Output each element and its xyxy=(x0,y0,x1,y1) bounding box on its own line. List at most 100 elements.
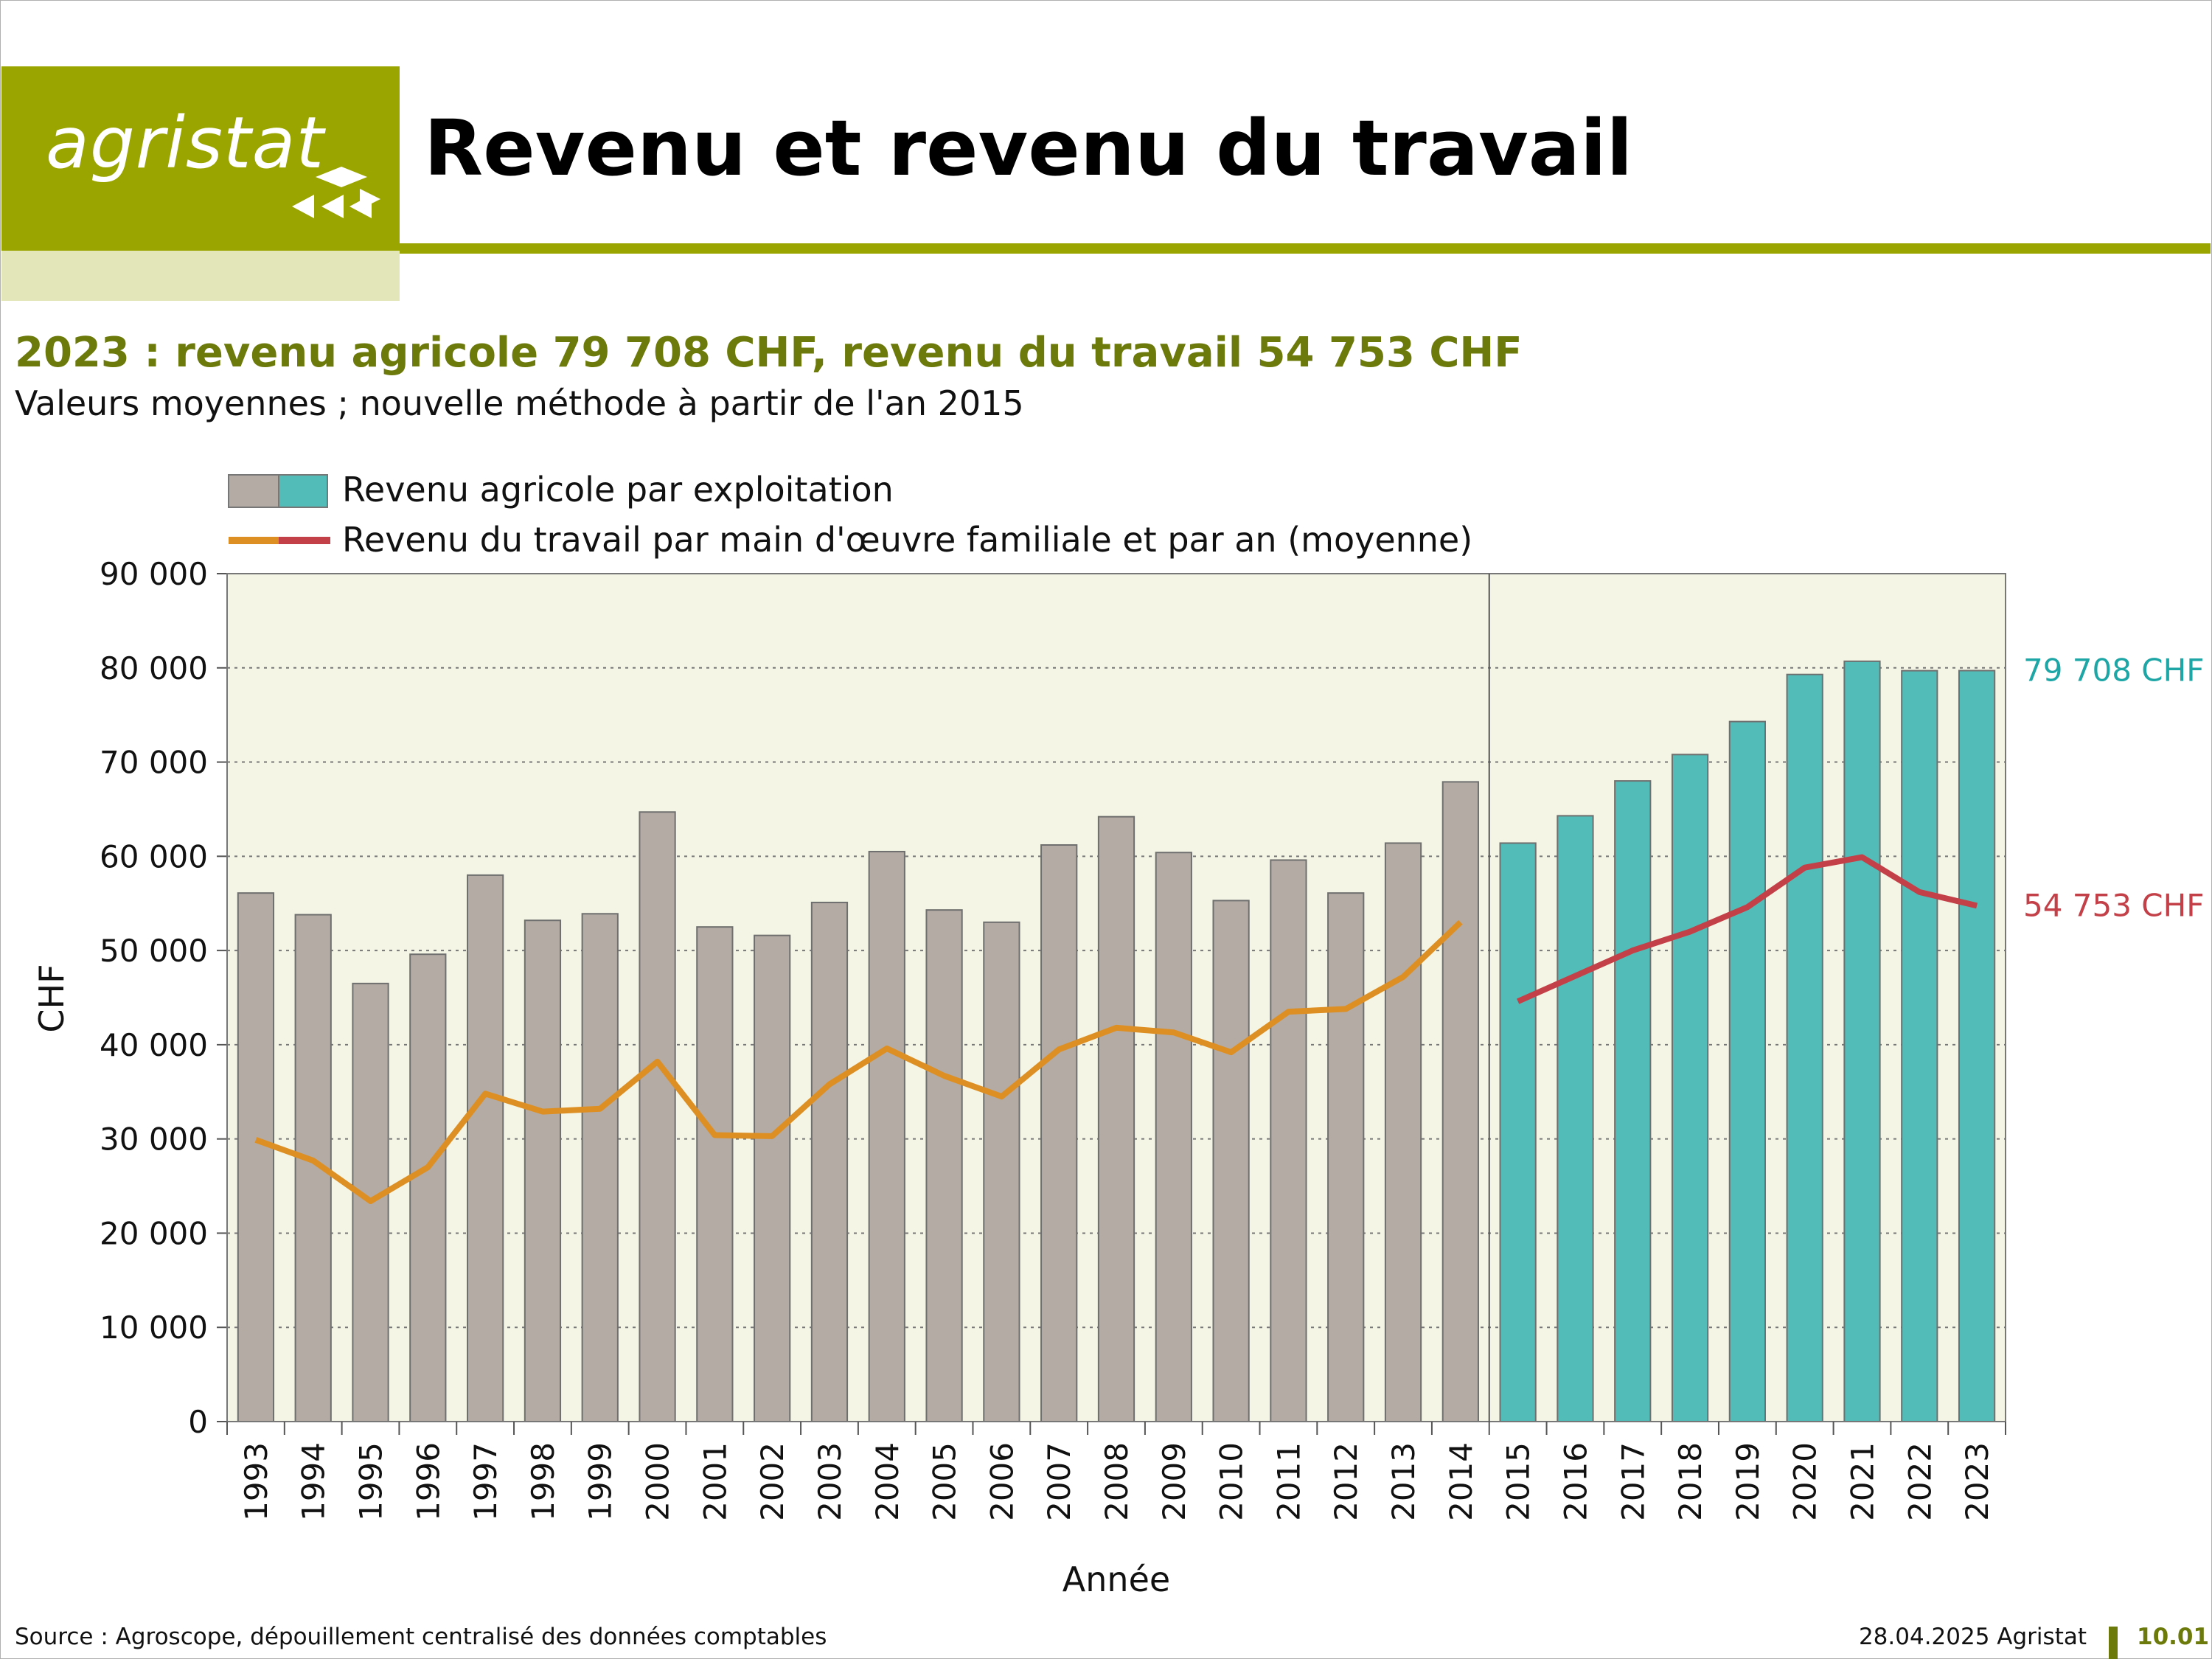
bar xyxy=(1384,842,1422,1422)
x-tick-label: 2004 xyxy=(869,1442,905,1521)
bar xyxy=(754,934,791,1422)
page-number: 10.01 xyxy=(2137,1624,2210,1650)
page-title: Revenu et revenu du travail xyxy=(424,103,1633,193)
x-tick-label: 2001 xyxy=(697,1442,733,1521)
bar xyxy=(581,913,619,1423)
bar xyxy=(1958,669,1996,1422)
x-tick-label: 2002 xyxy=(754,1442,790,1521)
bar xyxy=(524,919,562,1422)
x-tick-label: 1994 xyxy=(296,1442,332,1521)
x-tick-label: 1997 xyxy=(467,1442,504,1521)
x-tick-label: 2000 xyxy=(640,1442,676,1521)
footer-date: 28.04.2025 Agristat xyxy=(1858,1624,2087,1650)
x-tick-label: 2005 xyxy=(927,1442,963,1521)
subhead: Valeurs moyennes ; nouvelle méthode à pa… xyxy=(15,383,1024,423)
x-tick-label: 2020 xyxy=(1787,1442,1823,1521)
bar xyxy=(1786,673,1823,1422)
x-tick-label: 2009 xyxy=(1156,1442,1192,1521)
y-tick-label: 0 xyxy=(188,1404,208,1440)
y-axis-label: CHF xyxy=(32,964,72,1032)
x-tick-label: 2023 xyxy=(1959,1442,1995,1521)
legend: Revenu agricole par exploitation Revenu … xyxy=(228,470,1472,560)
x-tick-label: 2008 xyxy=(1099,1442,1135,1521)
y-tick-label: 70 000 xyxy=(100,745,208,781)
bar xyxy=(1327,892,1365,1422)
x-tick-label: 1999 xyxy=(582,1442,619,1521)
x-tick-label: 2015 xyxy=(1500,1442,1537,1521)
headline: 2023 : revenu agricole 79 708 CHF, reven… xyxy=(15,329,1523,377)
x-tick-label: 2019 xyxy=(1730,1442,1766,1521)
legend-label-line: Revenu du travail par main d'œuvre famil… xyxy=(342,520,1472,560)
x-tick-label: 2003 xyxy=(812,1442,848,1521)
plot-border xyxy=(226,573,2006,1422)
legend-swatch-bar-old xyxy=(228,474,279,508)
bar xyxy=(1671,754,1709,1422)
gridlines xyxy=(217,573,2006,1422)
y-tick-label: 30 000 xyxy=(100,1121,208,1158)
x-tick-label: 1998 xyxy=(525,1442,561,1521)
logo-mark-icon xyxy=(292,167,380,218)
bar xyxy=(1557,815,1594,1422)
x-tick-label: 2021 xyxy=(1844,1442,1880,1521)
y-tick-label: 90 000 xyxy=(100,556,208,592)
bar xyxy=(1499,842,1537,1422)
y-tick-label: 50 000 xyxy=(100,933,208,969)
y-tick-label: 20 000 xyxy=(100,1215,208,1251)
series-line-old-method xyxy=(254,919,1463,1204)
bar xyxy=(409,953,447,1422)
logo xyxy=(1,66,400,251)
x-tick-label: 1995 xyxy=(353,1442,389,1521)
bar xyxy=(1901,669,1938,1422)
bar xyxy=(983,921,1020,1423)
x-tick-labels: 1993 1994 1995 1996 1997 1998 1999 2000 2001 2002… xyxy=(226,1422,2006,1521)
x-tick-label: 1996 xyxy=(410,1442,446,1521)
legend-label-bars: Revenu agricole par exploitation xyxy=(342,470,894,509)
x-axis-label: Année xyxy=(1062,1559,1170,1599)
bar xyxy=(868,850,905,1422)
header-rule xyxy=(400,243,2211,254)
bar xyxy=(810,901,849,1422)
bar xyxy=(696,926,734,1422)
annotation-revenu-travail: 54 753 CHF xyxy=(2023,887,2204,923)
x-tick-label: 2012 xyxy=(1328,1442,1364,1521)
legend-swatch-bar-new xyxy=(278,474,328,508)
footer-source: Source : Agroscope, dépouillement centra… xyxy=(15,1624,827,1650)
x-tick-label: 2014 xyxy=(1443,1442,1479,1521)
bar xyxy=(1843,660,1881,1422)
x-tick-label: 1993 xyxy=(238,1442,274,1521)
bar xyxy=(925,909,963,1422)
bar xyxy=(1614,780,1652,1422)
bar xyxy=(1441,781,1479,1422)
bar xyxy=(1212,900,1250,1422)
y-tick-label: 40 000 xyxy=(100,1027,208,1063)
x-tick-label: 2017 xyxy=(1615,1442,1651,1521)
y-tick-labels: 0 10 000 20 000 30 000 40 000 50 000 60 000 70 … xyxy=(100,556,208,1440)
logo-underband xyxy=(1,251,400,301)
x-tick-label: 2018 xyxy=(1672,1442,1708,1521)
axes xyxy=(226,573,2006,1422)
bar xyxy=(1728,720,1766,1422)
x-tick-label: 2011 xyxy=(1270,1442,1307,1521)
x-tick-label: 2006 xyxy=(984,1442,1020,1521)
x-tick-label: 2013 xyxy=(1385,1442,1422,1521)
y-tick-label: 80 000 xyxy=(100,650,208,686)
x-tick-label: 2007 xyxy=(1041,1442,1077,1521)
x-tick-label: 2016 xyxy=(1557,1442,1593,1521)
bar xyxy=(1270,859,1307,1422)
bar xyxy=(237,892,275,1422)
series-line-new-method xyxy=(1517,854,1978,1004)
logo-text: agristat xyxy=(46,102,325,184)
footer-divider xyxy=(2109,1627,2118,1659)
x-tick-label: 2022 xyxy=(1902,1442,1938,1521)
y-tick-label: 60 000 xyxy=(100,838,208,874)
bar xyxy=(1155,852,1192,1422)
lines xyxy=(254,854,1978,1204)
bar xyxy=(1040,844,1078,1422)
bar xyxy=(639,811,676,1423)
bar xyxy=(1097,815,1135,1422)
annotation-revenu-agricole: 79 708 CHF xyxy=(2023,653,2204,689)
bar xyxy=(467,874,504,1422)
y-tick-label: 10 000 xyxy=(100,1310,208,1346)
x-tick-label: 2010 xyxy=(1214,1442,1250,1521)
